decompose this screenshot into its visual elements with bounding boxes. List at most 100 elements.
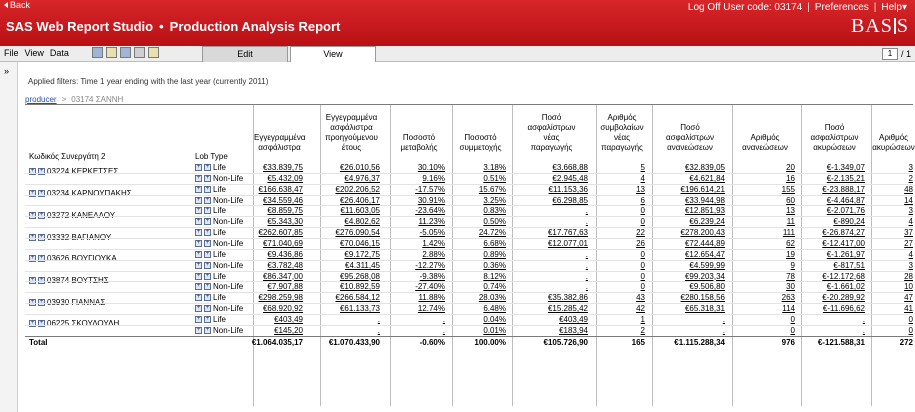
- lob-type-label[interactable]: + + Life: [195, 228, 226, 237]
- table-cell[interactable]: 13: [786, 206, 795, 216]
- table-cell[interactable]: 0: [790, 325, 795, 335]
- table-cell[interactable]: €70.046,15: [339, 238, 380, 248]
- table-cell[interactable]: 6.68%: [483, 238, 506, 248]
- expand-icon[interactable]: +: [38, 320, 45, 328]
- table-cell[interactable]: -17.57%: [415, 184, 445, 194]
- table-cell[interactable]: 263: [781, 293, 795, 303]
- table-cell[interactable]: 6.48%: [483, 304, 506, 314]
- lob-type-label[interactable]: + + Non-Life: [195, 261, 243, 270]
- expand-icon[interactable]: +: [204, 305, 211, 313]
- table-cell[interactable]: €4.621,84: [689, 173, 725, 183]
- lob-type-label[interactable]: + + Non-Life: [195, 239, 243, 248]
- expand-icon[interactable]: +: [204, 207, 211, 215]
- expand-icon[interactable]: +: [195, 272, 202, 280]
- expand-icon[interactable]: +: [195, 305, 202, 313]
- table-cell[interactable]: .: [585, 282, 588, 292]
- expand-icon[interactable]: +: [204, 250, 211, 258]
- expand-icon[interactable]: +: [195, 185, 202, 193]
- expand-icon[interactable]: +: [195, 315, 202, 323]
- table-cell[interactable]: .: [585, 271, 588, 281]
- table-cell[interactable]: €-4.464,87: [826, 195, 865, 205]
- expand-icon[interactable]: +: [29, 276, 36, 284]
- table-cell[interactable]: €5.343,30: [267, 217, 303, 227]
- table-cell[interactable]: -12.27%: [415, 260, 445, 270]
- table-cell[interactable]: 3: [908, 163, 913, 172]
- lob-type-label[interactable]: + + Life: [195, 163, 226, 172]
- table-cell[interactable]: 3.25%: [483, 195, 506, 205]
- table-cell[interactable]: 0.89%: [483, 249, 506, 259]
- table-cell[interactable]: 28.03%: [478, 293, 506, 303]
- table-cell[interactable]: 4: [908, 217, 913, 227]
- expand-icon[interactable]: +: [38, 298, 45, 306]
- table-cell[interactable]: 0: [640, 249, 645, 259]
- table-cell[interactable]: 0.50%: [483, 217, 506, 227]
- table-cell[interactable]: €6.298,85: [552, 195, 588, 205]
- table-cell[interactable]: 16: [786, 173, 795, 183]
- table-cell[interactable]: €12.851,93: [684, 206, 725, 216]
- table-cell[interactable]: €-11.696,62: [822, 304, 865, 314]
- table-cell[interactable]: .: [377, 325, 380, 335]
- table-cell[interactable]: .: [862, 314, 865, 324]
- table-cell[interactable]: €26.406,17: [339, 195, 380, 205]
- table-cell[interactable]: 2: [908, 173, 913, 183]
- expand-icon[interactable]: +: [195, 207, 202, 215]
- table-cell[interactable]: 48: [904, 184, 913, 194]
- producer-row-label[interactable]: ++03626 ΒΟΥΓΙΟΥΚΑ: [29, 254, 117, 263]
- expand-icon[interactable]: +: [195, 261, 202, 269]
- table-cell[interactable]: 30.10%: [417, 163, 445, 172]
- expand-icon[interactable]: +: [204, 261, 211, 269]
- expand-icon[interactable]: +: [195, 283, 202, 291]
- table-cell[interactable]: 3.18%: [483, 163, 506, 172]
- expand-icon[interactable]: +: [29, 255, 36, 263]
- table-cell[interactable]: €32.839,05: [684, 163, 725, 172]
- table-cell[interactable]: 26: [636, 238, 645, 248]
- table-cell[interactable]: 47: [904, 293, 913, 303]
- expand-icon[interactable]: +: [204, 196, 211, 204]
- tab-view[interactable]: View: [290, 46, 376, 62]
- table-cell[interactable]: €-20.289,92: [822, 293, 865, 303]
- table-cell[interactable]: 30: [786, 282, 795, 292]
- table-cell[interactable]: 3: [908, 260, 913, 270]
- table-cell[interactable]: €2.945,48: [552, 173, 588, 183]
- tab-edit[interactable]: Edit: [202, 46, 288, 62]
- producer-row-label[interactable]: ++03272 ΚΑΝΕΛΛΟΥ: [29, 211, 115, 220]
- table-cell[interactable]: €11.603,05: [340, 206, 380, 216]
- table-cell[interactable]: €26.010,56: [339, 163, 380, 172]
- expand-icon[interactable]: +: [204, 174, 211, 182]
- table-cell[interactable]: €280.158,56: [680, 293, 726, 303]
- table-cell[interactable]: €4.802,62: [344, 217, 380, 227]
- table-cell[interactable]: .: [442, 325, 445, 335]
- table-cell[interactable]: €9.506,80: [689, 282, 725, 292]
- page-number-input[interactable]: 1: [881, 48, 898, 60]
- table-cell[interactable]: 10: [904, 282, 913, 292]
- table-cell[interactable]: -9.38%: [419, 271, 445, 281]
- expand-icon[interactable]: +: [38, 255, 45, 263]
- table-cell[interactable]: 0: [640, 271, 645, 281]
- table-cell[interactable]: 19: [786, 249, 795, 259]
- lob-type-label[interactable]: + + Life: [195, 272, 226, 281]
- producer-row-label[interactable]: ++03224 ΚΕΡΚΕΤΣΕΣ: [29, 167, 118, 176]
- lob-type-label[interactable]: + + Non-Life: [195, 174, 243, 183]
- table-cell[interactable]: €15.285,42: [547, 304, 588, 314]
- table-cell[interactable]: €12.654,47: [684, 249, 725, 259]
- table-cell[interactable]: 3: [908, 206, 913, 216]
- table-cell[interactable]: €33.839,75: [262, 163, 303, 172]
- expand-icon[interactable]: +: [204, 239, 211, 247]
- table-cell[interactable]: €-890,24: [833, 217, 865, 227]
- table-cell[interactable]: €99.203,34: [684, 271, 725, 281]
- table-cell[interactable]: €276.090,54: [335, 228, 381, 238]
- lob-type-label[interactable]: + + Non-Life: [195, 282, 243, 291]
- table-cell[interactable]: €5.432,09: [267, 173, 303, 183]
- expand-icon[interactable]: +: [204, 164, 211, 171]
- expand-icon[interactable]: +: [204, 315, 211, 323]
- table-cell[interactable]: 0: [640, 217, 645, 227]
- table-cell[interactable]: €35.382,86: [547, 293, 588, 303]
- expand-icon[interactable]: +: [204, 283, 211, 291]
- table-cell[interactable]: 111: [782, 228, 795, 238]
- table-cell[interactable]: €17.767,63: [547, 228, 588, 238]
- table-cell[interactable]: 0.74%: [483, 282, 506, 292]
- table-cell[interactable]: .: [862, 325, 865, 335]
- expand-icon[interactable]: +: [29, 211, 36, 219]
- table-cell[interactable]: 0: [790, 314, 795, 324]
- table-cell[interactable]: €196.614,21: [680, 184, 726, 194]
